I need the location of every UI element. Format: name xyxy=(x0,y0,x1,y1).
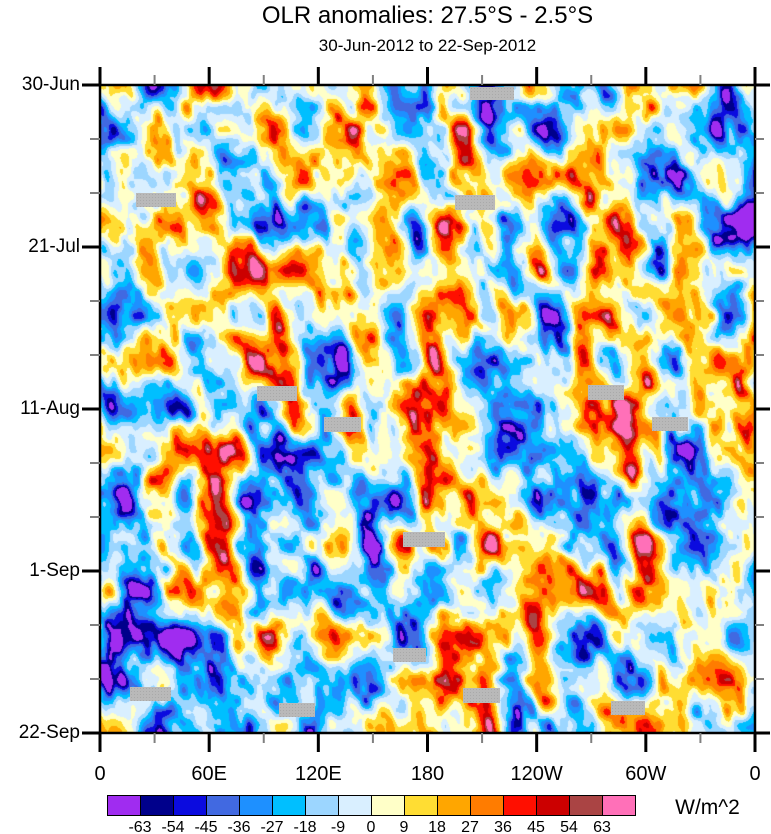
colorbar-tick-label: 45 xyxy=(527,819,545,834)
x-axis-tick-label: 60W xyxy=(625,763,667,785)
colorbar-cell xyxy=(536,795,570,816)
colorbar-tick-label: 18 xyxy=(428,819,446,834)
chart-title: OLR anomalies: 27.5°S - 2.5°S xyxy=(261,2,594,29)
colorbar-tick-label: -63 xyxy=(128,819,152,834)
colorbar-cell xyxy=(569,795,603,816)
colorbar-cell xyxy=(206,795,240,816)
chart-subtitle: 30-Jun-2012 to 22-Sep-2012 xyxy=(318,36,537,55)
colorbar-tick-label: -18 xyxy=(293,819,317,834)
colorbar-tick-label: 54 xyxy=(560,819,578,834)
missing-data-box xyxy=(470,86,514,100)
missing-data-box xyxy=(652,417,688,431)
missing-data-box xyxy=(323,416,361,432)
y-axis-tick-label: 22-Sep xyxy=(18,722,80,743)
plot-area xyxy=(100,85,755,733)
units-label: W/m^2 xyxy=(675,796,740,819)
x-axis-tick-label: 120E xyxy=(294,763,342,785)
y-axis-tick-label: 30-Jun xyxy=(21,74,80,95)
anomaly-field-canvas xyxy=(100,85,755,733)
colorbar-tick-label: 9 xyxy=(399,819,409,834)
colorbar-cell xyxy=(470,795,504,816)
colorbar-cell xyxy=(107,795,141,816)
y-axis-tick-label: 1-Sep xyxy=(29,560,80,581)
missing-data-box xyxy=(392,648,426,662)
colorbar-tick-label: -9 xyxy=(330,819,346,834)
colorbar-cell xyxy=(239,795,273,816)
colorbar-tick-label: 36 xyxy=(494,819,512,834)
x-axis-tick-label: 0 xyxy=(749,763,761,785)
colorbar-tick-label: -45 xyxy=(194,819,218,834)
missing-data-box xyxy=(611,701,645,715)
colorbar xyxy=(107,795,636,816)
colorbar-cell xyxy=(503,795,537,816)
colorbar-cell xyxy=(173,795,207,816)
colorbar-cell xyxy=(305,795,339,816)
y-axis-tick-label: 21-Jul xyxy=(28,236,80,257)
y-axis-tick-label: 11-Aug xyxy=(20,398,80,419)
x-axis-tick-label: 60E xyxy=(191,763,227,785)
colorbar-tick-label: -27 xyxy=(260,819,284,834)
missing-data-box xyxy=(129,687,171,701)
missing-data-box xyxy=(257,385,297,401)
x-axis-tick-label: 0 xyxy=(94,763,106,785)
missing-data-box xyxy=(588,384,624,400)
colorbar-cell xyxy=(437,795,471,816)
colorbar-tick-label: 63 xyxy=(593,819,611,834)
x-axis-tick-label: 180 xyxy=(410,763,445,785)
colorbar-tick-label: -54 xyxy=(161,819,185,834)
colorbar-cell xyxy=(371,795,405,816)
colorbar-cell xyxy=(602,795,636,816)
x-axis-tick-label: 120W xyxy=(510,763,563,785)
colorbar-cell xyxy=(272,795,306,816)
missing-data-box xyxy=(136,193,176,207)
colorbar-tick-label: -36 xyxy=(227,819,251,834)
colorbar-tick-label: 27 xyxy=(461,819,479,834)
colorbar-cell xyxy=(338,795,372,816)
colorbar-cell xyxy=(140,795,174,816)
missing-data-box xyxy=(462,687,500,703)
colorbar-tick-label: 0 xyxy=(366,819,376,834)
missing-data-box xyxy=(455,194,495,210)
missing-data-box xyxy=(279,703,315,717)
colorbar-cell xyxy=(404,795,438,816)
missing-data-box xyxy=(403,531,445,547)
